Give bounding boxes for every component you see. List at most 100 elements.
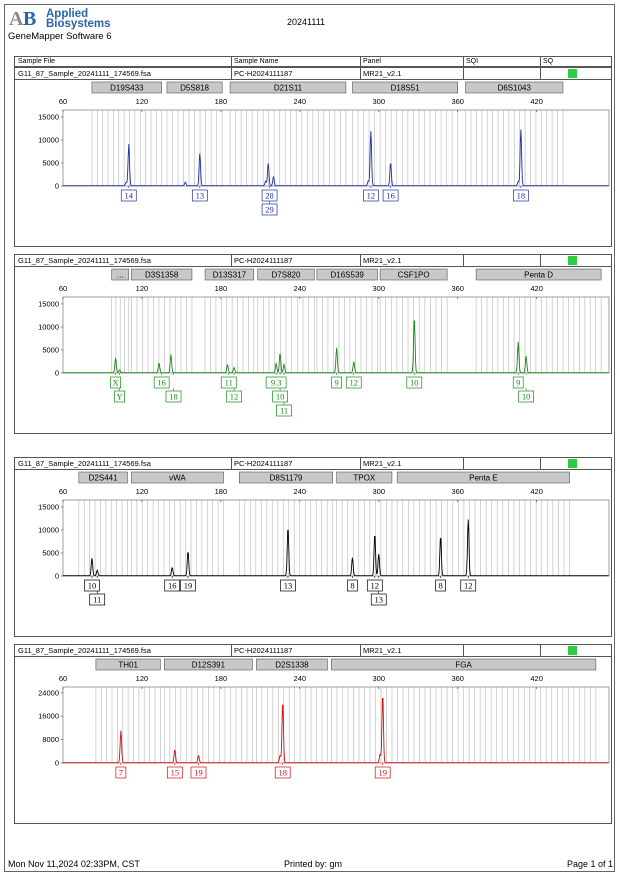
y-tick-label: 15000 bbox=[38, 502, 59, 511]
locus-bar bbox=[396, 471, 570, 484]
x-tick-label: 300 bbox=[373, 97, 386, 106]
x-tick-label: 300 bbox=[373, 674, 386, 683]
x-tick-label: 240 bbox=[294, 284, 307, 293]
allele-label-box bbox=[115, 766, 127, 779]
locus-bar bbox=[91, 81, 162, 94]
panel-sample-file: G11_87_Sample_20241111_174569.fsa bbox=[18, 646, 151, 655]
allele-label-box bbox=[331, 376, 343, 389]
x-tick-label: 60 bbox=[59, 97, 67, 106]
allele-label-box bbox=[513, 189, 529, 202]
x-tick-label: 60 bbox=[59, 674, 67, 683]
trace-green bbox=[63, 320, 609, 374]
plot-area bbox=[62, 296, 610, 374]
x-tick-label: 240 bbox=[294, 674, 307, 683]
y-tick-label: 10000 bbox=[38, 135, 59, 144]
y-tick-label: 8000 bbox=[42, 735, 59, 744]
x-tick-label: 360 bbox=[451, 97, 464, 106]
x-tick-label: 60 bbox=[59, 284, 67, 293]
panel-info-row: G11_87_Sample_20241111_174569.fsa PC-H202… bbox=[15, 458, 611, 470]
x-tick-label: 60 bbox=[59, 487, 67, 496]
y-tick-label: 5000 bbox=[42, 345, 59, 354]
locus-bar bbox=[352, 81, 458, 94]
locus-label: D18S51 bbox=[391, 84, 420, 93]
allele-label-box bbox=[84, 579, 100, 592]
locus-bar bbox=[256, 658, 328, 671]
locus-bar bbox=[111, 268, 130, 281]
electropherogram-black: D2S441 vWA D8S1179 TPOX Penta E60 120 180 240 30… bbox=[38, 471, 610, 606]
allele-label: 18 bbox=[517, 191, 526, 201]
allele-label-box bbox=[265, 376, 287, 389]
allele-label: 10 bbox=[410, 378, 419, 388]
allele-label: 18 bbox=[169, 392, 178, 402]
x-tick-label: 300 bbox=[373, 284, 386, 293]
trace-red bbox=[63, 697, 609, 764]
panel-sample-file: G11_87_Sample_20241111_174569.fsa bbox=[18, 459, 151, 468]
footer-date: Mon Nov 11,2024 02:33PM, CST bbox=[8, 859, 140, 869]
footer-printed-by: Printed by: gm bbox=[284, 859, 343, 869]
locus-label: D16S539 bbox=[331, 271, 365, 280]
electropherogram-panel-red: G11_87_Sample_20241111_174569.fsa PC-H202… bbox=[14, 644, 612, 824]
allele-label-box bbox=[110, 376, 121, 389]
allele-label: 19 bbox=[378, 768, 387, 778]
locus-label: vWA bbox=[169, 474, 186, 483]
allele-label: 10 bbox=[522, 392, 531, 402]
allele-label-box bbox=[512, 376, 524, 389]
panel-sample-file: G11_87_Sample_20241111_174569.fsa bbox=[18, 69, 151, 78]
col-sample-name: Sample Name bbox=[234, 58, 279, 65]
allele-label: 29 bbox=[265, 205, 274, 215]
allele-label-box bbox=[366, 579, 383, 592]
locus-bar bbox=[131, 268, 193, 281]
panel-sample-name: PC-H2024111187 bbox=[234, 69, 293, 78]
allele-label: 16 bbox=[157, 378, 166, 388]
allele-label-box bbox=[274, 766, 291, 779]
allele-label: 13 bbox=[284, 581, 293, 591]
y-tick-label: 15000 bbox=[38, 112, 59, 121]
allele-label-box bbox=[347, 579, 358, 592]
locus-label: FGA bbox=[455, 661, 472, 670]
y-tick-label: 0 bbox=[55, 182, 59, 191]
locus-label: D12S391 bbox=[192, 661, 226, 670]
allele-label-box bbox=[406, 376, 423, 389]
y-tick-label: 5000 bbox=[42, 548, 59, 557]
panel-name: MR21_v2.1 bbox=[363, 646, 402, 655]
allele-label-box bbox=[164, 579, 181, 592]
sizing-quality-indicator bbox=[568, 256, 577, 265]
allele-label: 12 bbox=[350, 378, 359, 388]
sizing-quality-indicator bbox=[568, 459, 577, 468]
y-tick-label: 10000 bbox=[38, 525, 59, 534]
locus-label: D8S1179 bbox=[270, 474, 303, 483]
x-tick-label: 120 bbox=[136, 97, 149, 106]
allele-label-box bbox=[435, 579, 446, 592]
allele-label-box bbox=[190, 766, 207, 779]
x-tick-label: 300 bbox=[373, 487, 386, 496]
panel-name: MR21_v2.1 bbox=[363, 459, 402, 468]
allele-label: 18 bbox=[278, 768, 287, 778]
allele-label: 10 bbox=[276, 392, 285, 402]
panel-sample-name: PC-H2024111187 bbox=[234, 646, 293, 655]
locus-bar bbox=[238, 471, 334, 484]
locus-bar bbox=[229, 81, 347, 94]
col-sqi: SQI bbox=[466, 58, 479, 65]
locus-label: D19S433 bbox=[110, 84, 144, 93]
panel-name: MR21_v2.1 bbox=[363, 256, 402, 265]
allele-label: 11 bbox=[280, 406, 288, 416]
locus-label: D5S818 bbox=[180, 84, 209, 93]
allele-label: 16 bbox=[168, 581, 177, 591]
locus-label: D3S1358 bbox=[145, 271, 179, 280]
locus-label: Penta D bbox=[524, 271, 553, 280]
svg-text:A: A bbox=[9, 8, 24, 29]
y-tick-label: 24000 bbox=[38, 688, 59, 697]
allele-label-box bbox=[363, 189, 379, 202]
locus-label: TPOX bbox=[353, 474, 375, 483]
locus-label: TH01 bbox=[118, 661, 138, 670]
allele-label-box bbox=[153, 376, 170, 389]
x-tick-label: 360 bbox=[451, 487, 464, 496]
svg-text:B: B bbox=[23, 8, 36, 29]
electropherogram-green: ... D3S1358 D13S317 D7S820 D16S539 CSF1PO Pent… bbox=[38, 268, 610, 417]
software-name: GeneMapper Software 6 bbox=[8, 31, 112, 42]
locus-label: D2S1338 bbox=[275, 661, 309, 670]
allele-label: 16 bbox=[386, 191, 395, 201]
x-tick-label: 240 bbox=[294, 487, 307, 496]
locus-bar bbox=[204, 268, 255, 281]
panel-sample-name: PC-H2024111187 bbox=[234, 459, 293, 468]
